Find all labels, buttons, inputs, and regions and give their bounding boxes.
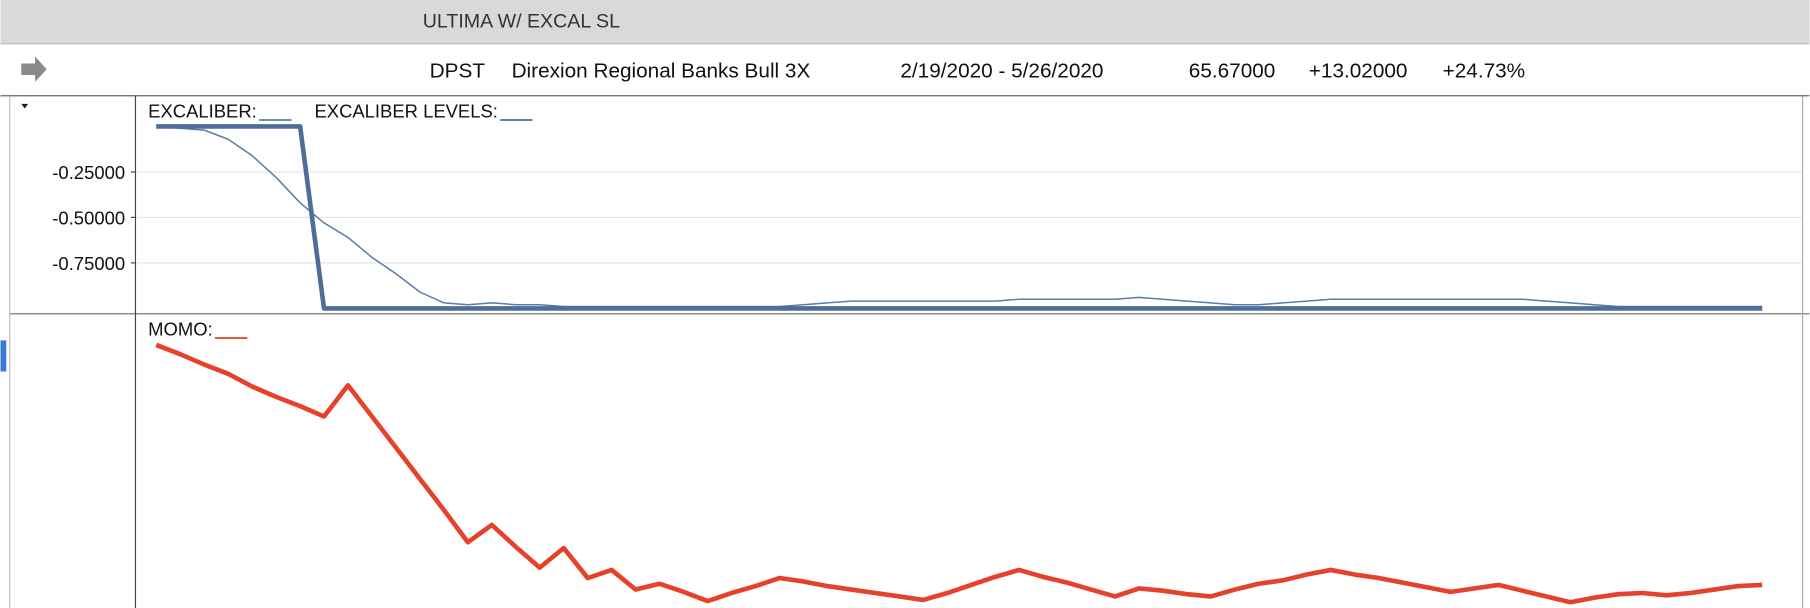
legend-label: EXCALIBER:	[148, 101, 257, 122]
arrow-icon[interactable]	[21, 56, 47, 82]
y-tick-label: -0.75000	[52, 253, 125, 274]
date-range: 2/19/2020 - 5/26/2020	[900, 59, 1103, 82]
symbol: DPST	[430, 59, 486, 82]
y-tick-label: -0.50000	[52, 207, 125, 228]
price-change: +13.02000	[1309, 59, 1408, 82]
data-line	[155, 342, 1763, 605]
title-bar	[0, 0, 1810, 44]
percent-change: +24.73%	[1443, 59, 1526, 82]
window-title: ULTIMA W/ EXCAL SL	[423, 11, 620, 33]
legend-label: MOMO:	[148, 319, 213, 340]
side-marker	[0, 340, 7, 372]
last-price: 65.67000	[1189, 59, 1276, 82]
data-line	[156, 125, 1763, 308]
instrument-name: Direxion Regional Banks Bull 3X	[512, 59, 811, 82]
panel-menu[interactable]	[21, 103, 29, 109]
y-tick-label: -0.25000	[52, 162, 125, 183]
data-line	[156, 124, 1763, 311]
legend-label: EXCALIBER LEVELS:	[314, 101, 497, 122]
